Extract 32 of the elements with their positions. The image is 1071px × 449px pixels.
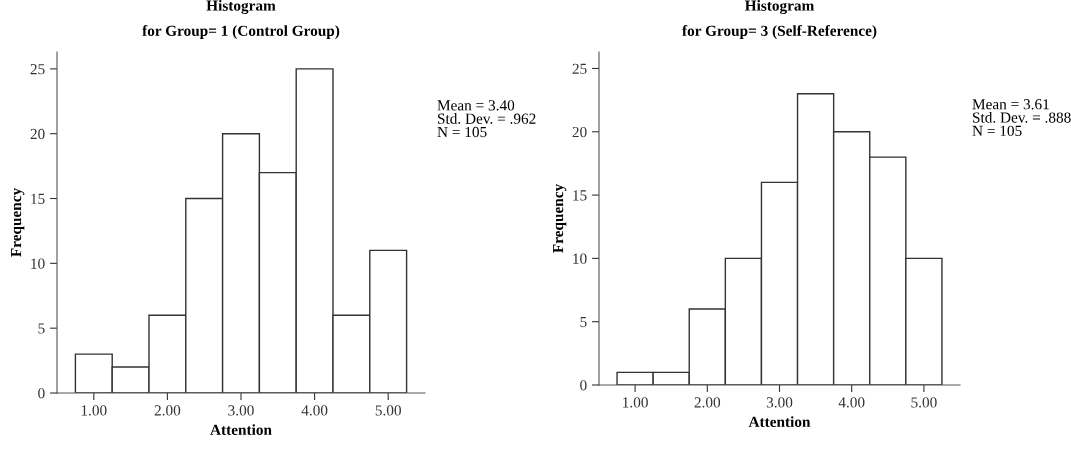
y-tick-label: 25 <box>30 64 45 75</box>
y-axis-title: Frequency <box>553 183 567 253</box>
chart-subtitle: for Group= 3 (Self-Reference) <box>682 24 877 40</box>
x-axis-title: Attention <box>210 424 272 435</box>
x-tick-label: 1.00 <box>623 397 648 408</box>
chart-subtitle: for Group= 1 (Control Group) <box>142 24 340 40</box>
text: Mean = 3.61 Std. Dev. = .888 N = 105 <box>972 99 1071 137</box>
text: Mean = 3.40 Std. Dev. = .962 N = 105 <box>437 100 536 138</box>
y-tick-label: 20 <box>572 126 587 138</box>
chart-title: Histogram <box>206 0 276 14</box>
y-tick-label: 10 <box>573 253 587 264</box>
y-tick-label: 0 <box>38 388 45 399</box>
x-tick-label: 1.00 <box>81 405 107 416</box>
x-tick-label: 3.00 <box>228 405 254 416</box>
y-tick-label: 0 <box>580 380 587 391</box>
x-tick-label: 2.00 <box>154 405 181 416</box>
y-tick-label: 10 <box>31 258 45 269</box>
y-tick-label: 5 <box>580 316 587 328</box>
x-tick-label: 2.00 <box>694 397 721 408</box>
y-axis-title: Frequency <box>11 187 25 257</box>
chart-title: Histogram <box>744 0 815 14</box>
x-axis-title: Attention <box>748 416 811 427</box>
x-tick-label: 4.00 <box>838 397 865 408</box>
y-tick-label: 15 <box>31 193 45 204</box>
x-tick-label: 4.00 <box>301 405 328 416</box>
y-tick-label: 20 <box>30 128 45 140</box>
y-tick-label: 5 <box>38 323 45 334</box>
y-tick-label: 15 <box>573 190 587 201</box>
x-tick-label: 5.00 <box>911 397 937 408</box>
y-tick-label: 25 <box>572 63 587 74</box>
x-tick-label: 5.00 <box>375 405 401 416</box>
x-tick-label: 3.00 <box>766 397 793 408</box>
